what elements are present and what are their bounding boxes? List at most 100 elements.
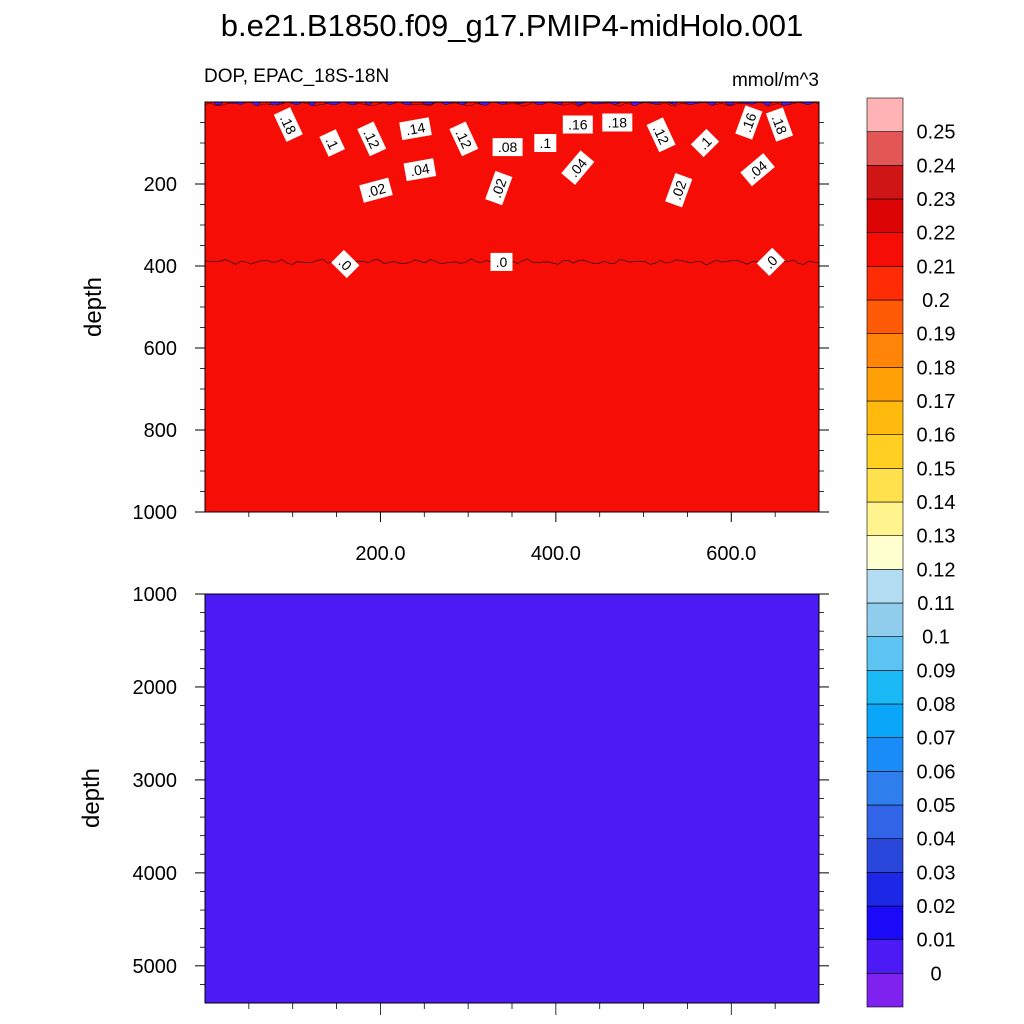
x-tick-label: 200.0 <box>355 543 405 565</box>
y-tick-label: 600 <box>144 338 177 360</box>
y-tick-label: 1000 <box>133 584 178 606</box>
colorbar-tick-label: 0.05 <box>917 795 956 817</box>
colorbar-tick-label: 0.15 <box>917 458 956 480</box>
contour-label: .12 <box>449 121 479 157</box>
colorbar-tick-label: 0.01 <box>917 930 956 952</box>
contour-label-text: .04 <box>409 160 431 179</box>
colorbar-tick-label: 0.18 <box>917 357 956 379</box>
contour-label: .18 <box>273 107 303 142</box>
panel-units-label: mmol/m^3 <box>732 70 819 91</box>
contour-label: .1 <box>690 128 720 158</box>
contour-label: .0 <box>756 247 785 277</box>
colorbar-tick-label: 0.19 <box>917 324 956 346</box>
colorbar-box <box>866 333 904 368</box>
y-tick-label: 1000 <box>133 502 178 524</box>
colorbar-tick-label: 0.25 <box>917 122 956 144</box>
contour-label: .02 <box>359 177 393 203</box>
colorbar-box <box>866 299 904 334</box>
colorbar-tick-label: 0.12 <box>917 559 956 581</box>
colorbar-box <box>866 266 904 301</box>
colorbar-box <box>866 670 904 705</box>
y-tick-label: 5000 <box>133 956 178 978</box>
contour-label-text: .12 <box>452 127 475 152</box>
contour-label-text: .18 <box>769 113 791 137</box>
colorbar-tick-label: 0.16 <box>917 425 956 447</box>
colorbar-tick-label: 0.22 <box>917 223 956 245</box>
colorbar-tick-label: 0.04 <box>917 829 956 851</box>
contour-label-text: .18 <box>608 115 628 131</box>
colorbar-box <box>866 198 904 233</box>
colorbar-tick-label: 0.14 <box>917 492 956 514</box>
contour-label-text: .12 <box>650 123 673 148</box>
colorbar-box <box>866 636 904 671</box>
colorbar-tick-label: 0.03 <box>917 862 956 884</box>
upper-depth-section-plot: .18 .1 .12 .14 .12 .08 .1 .16 .18 .12 .1 .16 .18 .04.… <box>80 101 829 565</box>
contour-label-text: .02 <box>365 180 388 201</box>
colorbar-box <box>866 737 904 772</box>
colorbar-tick-label: 0.02 <box>917 896 956 918</box>
contour-label: .0 <box>331 249 360 279</box>
colorbar-tick-label: 0.21 <box>917 256 956 278</box>
colorbar-box <box>866 872 904 907</box>
contour-label-text: .02 <box>488 176 510 200</box>
contour-label: .0 <box>490 252 513 271</box>
colorbar-box <box>866 232 904 267</box>
colorbar-tick-label: 0.09 <box>917 660 956 682</box>
colorbar-box <box>866 939 904 974</box>
contour-label: .08 <box>492 138 523 157</box>
colorbar-tick-label: 0.24 <box>917 155 956 177</box>
colorbar-tick-label: 0.11 <box>917 593 954 615</box>
figure-title: b.e21.B1850.f09_g17.PMIP4-midHolo.001 <box>221 8 804 43</box>
colorbar-tick-label: 0 <box>930 963 941 985</box>
contour-label-text: .0 <box>496 254 508 270</box>
y-tick-label: 2000 <box>133 677 178 699</box>
colorbar-box <box>866 838 904 873</box>
contour-label-text: .1 <box>539 135 551 151</box>
y-tick-label: 400 <box>144 256 177 278</box>
contour-label: .16 <box>735 105 763 140</box>
colorbar-tick-label: 0.07 <box>917 728 956 750</box>
contour-label: .18 <box>765 107 794 142</box>
contour-label: .02 <box>485 170 513 206</box>
colorbar-box <box>866 400 904 435</box>
y-tick-label: 4000 <box>133 863 178 885</box>
colorbar-tick-label: 0.08 <box>917 694 956 716</box>
colorbar-box <box>866 535 904 570</box>
contour-label-text: .14 <box>405 119 427 138</box>
colorbar-box <box>866 703 904 738</box>
panel-variable-label: DOP, EPAC_18S-18N <box>204 66 389 87</box>
colorbar-tick-label: 0.23 <box>917 189 956 211</box>
colorbar-box <box>866 501 904 536</box>
colorbar-box <box>866 468 904 503</box>
colorbar-box <box>866 602 904 637</box>
colorbar-box <box>866 804 904 839</box>
contour-label: .14 <box>399 117 432 141</box>
x-tick-label: 600.0 <box>706 543 756 565</box>
colorbar: 0 0.01 0.02 0.03 0.04 0.05 0.06 0.07 0.08 0.09 0.1… <box>866 97 956 1008</box>
contour-label-text: .16 <box>568 117 588 133</box>
contour-label: .1 <box>534 134 557 152</box>
upper-y-axis-label: depth <box>80 277 107 337</box>
colorbar-tick-label: 0.2 <box>922 290 950 312</box>
colorbar-box <box>866 905 904 940</box>
y-tick-label: 3000 <box>133 770 178 792</box>
colorbar-box <box>866 973 904 1008</box>
colorbar-tick-label: 0.1 <box>922 627 950 649</box>
y-tick-label: 200 <box>144 174 177 196</box>
colorbar-box <box>866 434 904 469</box>
contour-label-text: .16 <box>738 110 760 134</box>
contour-label-text: .08 <box>498 139 518 155</box>
y-tick-label: 800 <box>144 420 177 442</box>
colorbar-box <box>866 97 904 132</box>
colorbar-box <box>866 771 904 806</box>
contour-label: .16 <box>562 115 593 134</box>
contour-label-text: .02 <box>668 178 690 202</box>
contour-label: .02 <box>665 173 693 208</box>
colorbar-box <box>866 165 904 200</box>
dop-filled-contours <box>205 102 819 512</box>
colorbar-tick-label: 0.13 <box>917 526 956 548</box>
contour-label-text: .18 <box>277 112 300 137</box>
contour-label-text: .12 <box>360 127 383 152</box>
lower-y-axis-label: depth <box>78 768 105 828</box>
